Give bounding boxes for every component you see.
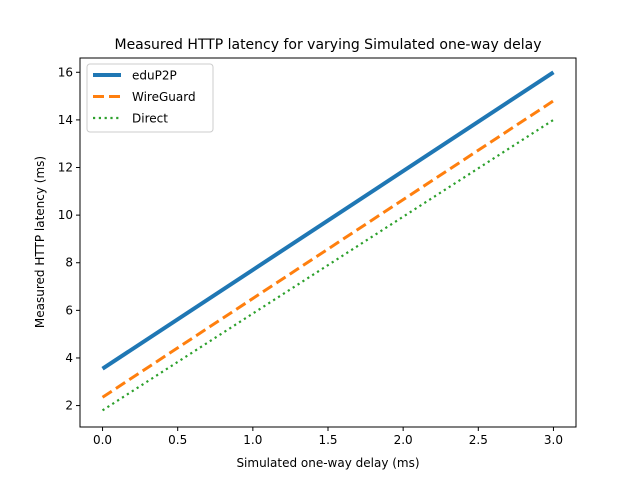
- y-tick-label: 12: [58, 161, 73, 175]
- series-line-2: [101, 118, 555, 412]
- chart-title: Measured HTTP latency for varying Simula…: [114, 37, 541, 53]
- x-tick-label: 1.0: [243, 433, 262, 447]
- series-line-0: [101, 70, 555, 371]
- y-tick-label: 10: [58, 208, 73, 222]
- legend-label-1: WireGuard: [132, 90, 196, 104]
- series-lines: [101, 70, 555, 412]
- x-tick-label: 0.5: [168, 433, 187, 447]
- y-tick-label: 16: [58, 65, 73, 79]
- x-tick-label: 1.5: [318, 433, 337, 447]
- series-line-1: [101, 99, 555, 399]
- x-tick-label: 0.0: [93, 433, 112, 447]
- legend-box: [86, 63, 214, 133]
- y-tick-label: 14: [58, 113, 73, 127]
- x-axis-ticks: 0.0 0.5 1.0 1.5 2.0 2.5 3.0: [93, 427, 563, 447]
- y-axis-label: Measured HTTP latency (ms): [33, 156, 47, 328]
- y-tick-label: 2: [65, 399, 73, 413]
- legend-label-0: eduP2P: [132, 69, 177, 83]
- y-axis-ticks: 2 4 6 8 10 12 14 16: [58, 65, 80, 413]
- x-tick-label: 3.0: [544, 433, 563, 447]
- x-axis-label: Simulated one-way delay (ms): [236, 456, 419, 470]
- legend-label-2: Direct: [132, 112, 168, 126]
- y-tick-label: 4: [65, 351, 73, 365]
- legend: eduP2P WireGuard Direct: [86, 63, 214, 133]
- x-tick-label: 2.0: [394, 433, 413, 447]
- y-tick-label: 8: [65, 256, 73, 270]
- x-tick-label: 2.5: [469, 433, 488, 447]
- y-tick-label: 6: [65, 303, 73, 317]
